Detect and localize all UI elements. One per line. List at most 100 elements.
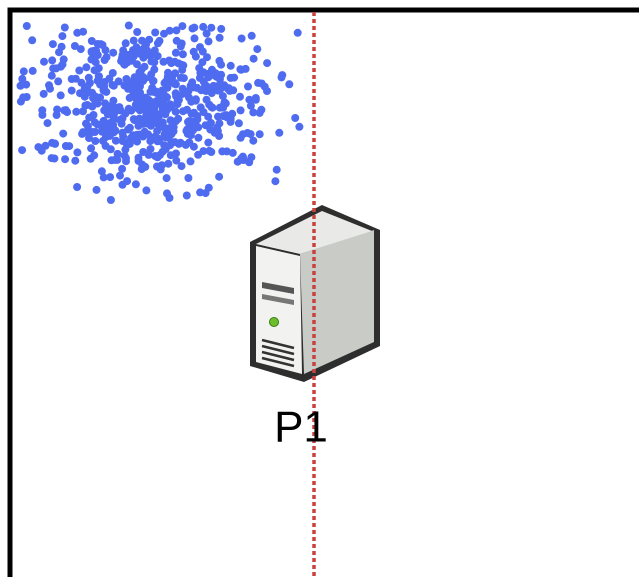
particle [190, 24, 198, 32]
particle [152, 117, 160, 125]
particle [138, 118, 146, 126]
particle [295, 123, 303, 131]
particle [184, 174, 192, 182]
particle [179, 61, 187, 69]
particle [72, 108, 80, 116]
particle [177, 139, 185, 147]
particle [44, 119, 52, 127]
particle [278, 71, 286, 79]
particle [160, 123, 168, 131]
particle [227, 62, 235, 70]
particle [160, 30, 168, 38]
particle [62, 142, 70, 150]
particle [131, 135, 139, 143]
particle [122, 157, 130, 165]
particle [105, 109, 113, 117]
particle [78, 79, 86, 87]
particle [132, 180, 140, 188]
particle [29, 67, 37, 75]
particle [294, 29, 302, 37]
particle [148, 136, 156, 144]
particle [88, 48, 96, 56]
particle [179, 50, 187, 58]
particle [102, 88, 110, 96]
particle [119, 181, 127, 189]
particle [158, 161, 166, 169]
particle [252, 96, 260, 104]
particle [172, 150, 180, 158]
particle [147, 57, 155, 65]
particle [84, 122, 92, 130]
particle [263, 59, 271, 67]
particle [194, 134, 202, 142]
particle [147, 74, 155, 82]
particle [142, 186, 150, 194]
particle [177, 74, 185, 82]
particle [135, 154, 143, 162]
particle [207, 24, 215, 32]
particle [202, 82, 210, 90]
particle [173, 37, 181, 45]
particle [136, 106, 144, 114]
particle [184, 87, 192, 95]
particle [61, 155, 69, 163]
particle [191, 34, 199, 42]
particle [58, 32, 66, 40]
particle [183, 192, 191, 200]
particle [103, 53, 111, 61]
particle [217, 61, 225, 69]
particle [226, 87, 234, 95]
particle [218, 147, 226, 155]
particle [237, 134, 245, 142]
particle [204, 139, 212, 147]
particle [20, 67, 28, 75]
particle [166, 141, 174, 149]
particle [199, 23, 207, 31]
particle [253, 45, 261, 53]
particle [247, 130, 255, 138]
particle [205, 184, 213, 192]
particle [237, 106, 245, 114]
particle [119, 133, 127, 141]
particle [126, 94, 134, 102]
particle [145, 151, 153, 159]
particle [217, 71, 225, 79]
particle [203, 96, 211, 104]
particle [230, 74, 238, 82]
particle [116, 172, 124, 180]
particle [57, 91, 65, 99]
particle [109, 117, 117, 125]
particle [40, 90, 48, 98]
particle [239, 153, 247, 161]
particle [130, 37, 138, 45]
particle [188, 118, 196, 126]
particle [165, 57, 173, 65]
particle [117, 106, 125, 114]
particle [236, 93, 244, 101]
particle [28, 36, 36, 44]
particle [172, 49, 180, 57]
particle [101, 78, 109, 86]
particle [205, 37, 213, 45]
particle [57, 63, 65, 71]
particle [256, 130, 264, 138]
particle [250, 55, 258, 63]
particle [245, 158, 253, 166]
particle [48, 139, 56, 147]
particle [248, 32, 256, 40]
particle [167, 129, 175, 137]
particle [23, 22, 31, 30]
particle [273, 166, 281, 174]
particle [109, 49, 117, 57]
node-label: P1 [274, 403, 328, 452]
particle [17, 98, 25, 106]
particle [154, 96, 162, 104]
particle [138, 165, 146, 173]
particle [114, 150, 122, 158]
particle [121, 146, 129, 154]
particle [237, 66, 245, 74]
particle [244, 83, 252, 91]
particle [63, 108, 71, 116]
particle [135, 69, 143, 77]
particle [85, 134, 93, 142]
